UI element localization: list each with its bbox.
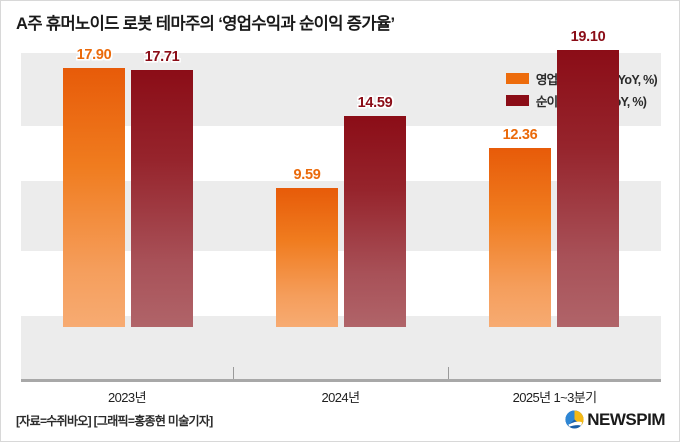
- x-axis-label-2025: 2025년 1~3분기: [512, 390, 597, 405]
- bar-profit-2024: [344, 115, 406, 327]
- value-label-revenue-2023: 17.90: [76, 46, 112, 63]
- globe-logo-icon: [565, 410, 584, 429]
- x-axis-label-2024: 2024년: [321, 390, 360, 405]
- page-title: A주 휴머노이드 로봇 테마주의 ‘영업수익과 순이익 증가율’: [16, 15, 395, 33]
- bar-profit-2025: [557, 50, 619, 327]
- grid-band: [21, 316, 661, 380]
- value-label-profit-2025: 19.10: [570, 29, 606, 46]
- x-axis-label-2023: 2023년: [108, 390, 146, 405]
- bar-group-2025: 12.36 19.10: [448, 1, 680, 327]
- bar-group-2024: 9.59 14.59: [233, 1, 448, 327]
- chart-plot-area: [21, 53, 661, 380]
- bar-revenue-2024: [276, 188, 338, 327]
- axis-tick: [233, 367, 234, 379]
- legend-swatch-icon: [505, 73, 529, 84]
- bar-revenue-2023: [63, 67, 125, 327]
- axis-tick: [448, 367, 449, 379]
- x-axis-line: [21, 379, 661, 382]
- value-label-revenue-2025: 12.36: [502, 126, 538, 143]
- brand-name: NEWSPIM: [587, 410, 665, 429]
- newspim-logo: NEWSPIM: [565, 410, 665, 429]
- value-label-profit-2024: 14.59: [357, 94, 393, 111]
- grid-band: [21, 53, 661, 126]
- value-label-profit-2023: 17.71: [144, 49, 180, 66]
- bar-profit-2023: [131, 70, 193, 327]
- source-credit: [자료=수쥐바오] [그래픽=홍종현 미술기자]: [16, 414, 213, 428]
- legend-swatch-icon: [505, 95, 529, 106]
- grid-band: [21, 181, 661, 251]
- bar-revenue-2025: [489, 147, 551, 327]
- bar-group-2023: 17.90 17.71: [1, 1, 233, 327]
- value-label-revenue-2024: 9.59: [293, 167, 321, 184]
